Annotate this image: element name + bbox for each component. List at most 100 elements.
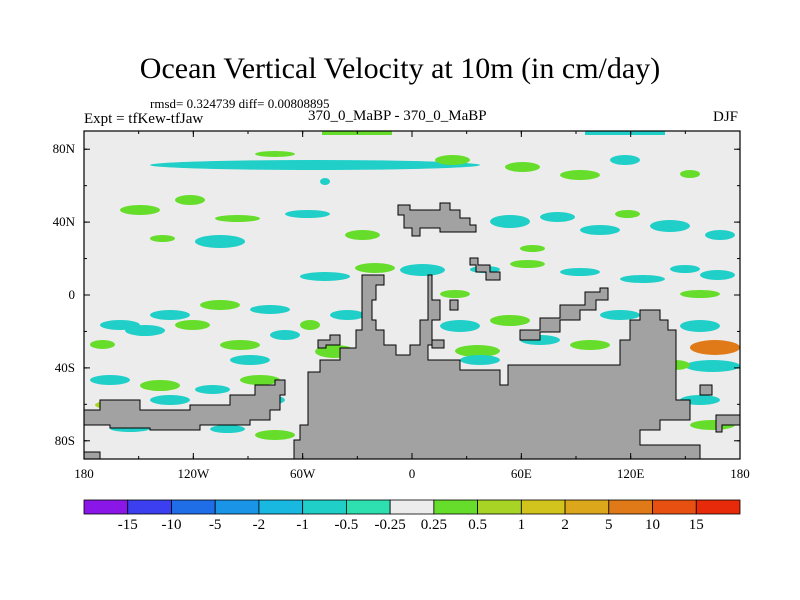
labelbar-label: -15 <box>117 517 138 533</box>
x-tick-label: 180 <box>730 466 750 481</box>
labelbar-box <box>695 499 741 515</box>
labelbar-box <box>345 499 391 515</box>
labelbar-label: 0.25 <box>420 517 447 533</box>
case-label: 370_0_MaBP - 370_0_MaBP <box>308 108 487 124</box>
anomaly-patch <box>435 155 470 165</box>
y-tick-label: 80S <box>54 432 75 448</box>
anomaly-patch <box>300 320 320 330</box>
land-mass <box>83 379 286 431</box>
anomaly-patch <box>680 170 700 178</box>
anomaly-patch <box>150 235 175 242</box>
season-label: DJF <box>712 109 738 125</box>
labelbar-label: -0.5 <box>334 517 359 533</box>
anomaly-patch <box>505 162 540 172</box>
anomaly-patch <box>175 320 210 330</box>
anomaly-patch <box>215 215 260 222</box>
anomaly-patch <box>250 305 290 314</box>
labelbar-label: 2 <box>561 517 569 533</box>
anomaly-patch <box>200 300 240 310</box>
anomaly-patch <box>460 355 500 365</box>
anomaly-patch <box>440 290 470 298</box>
anomaly-patch <box>680 290 720 298</box>
anomaly-patch <box>270 330 300 340</box>
anomaly-patch <box>345 230 380 240</box>
map-axes <box>83 130 741 460</box>
anomaly-patch <box>510 260 545 268</box>
labelbar-box <box>83 499 129 515</box>
anomaly-patch <box>195 235 245 248</box>
map-plot-area <box>83 131 741 460</box>
anomaly-patch <box>540 212 575 222</box>
labelbar-box <box>389 499 435 515</box>
anomaly-patch <box>320 178 330 185</box>
labelbar-box <box>652 499 697 515</box>
labelbar-box <box>302 499 347 515</box>
anomaly-patch <box>355 263 395 273</box>
labelbar-box <box>520 499 566 515</box>
anomaly-patch <box>600 310 640 320</box>
chart-title: Ocean Vertical Velocity at 10m (in cm/da… <box>139 52 661 85</box>
anomaly-patch <box>150 395 190 405</box>
land-mass <box>293 274 701 460</box>
x-tick-label: 60W <box>290 466 316 481</box>
land-mass <box>83 451 101 460</box>
land-mass <box>317 334 341 349</box>
anomaly-patch <box>680 320 720 332</box>
anomaly-patch <box>615 210 640 218</box>
land-mass <box>397 202 477 237</box>
x-tick-label: 0 <box>408 466 416 481</box>
anomaly-patch <box>330 310 365 320</box>
labelbar-label: 1 <box>517 517 526 533</box>
anomaly-patch <box>175 195 205 205</box>
anomaly-patch <box>670 265 700 273</box>
anomaly-patch <box>700 270 735 280</box>
labelbar-box <box>608 499 653 515</box>
anomaly-patch <box>285 210 330 218</box>
anomaly-patch <box>650 220 690 232</box>
anomaly-patch <box>585 131 665 135</box>
y-tick-label: 40N <box>52 214 75 230</box>
labelbar-box <box>258 499 304 515</box>
land-mass <box>699 384 713 396</box>
labelbar-label: 5 <box>605 517 613 533</box>
anomaly-patch <box>400 264 445 276</box>
labelbar-label: 15 <box>688 517 704 533</box>
labelbar-label: -0.25 <box>374 517 406 533</box>
labelbar-box <box>214 499 260 515</box>
y-tick-label: 80N <box>52 141 75 157</box>
anomaly-patch <box>685 360 740 372</box>
labelbar-label: 10 <box>645 517 661 533</box>
anomaly-patch <box>520 245 545 252</box>
anomaly-patch <box>240 375 280 385</box>
labelbar-label: -10 <box>161 517 182 533</box>
anomaly-patch <box>120 205 160 215</box>
anomaly-patch <box>300 272 350 281</box>
anomaly-patch <box>210 425 245 433</box>
anomaly-patch <box>150 160 480 170</box>
anomaly-patch <box>150 310 190 320</box>
labelbar-label: -5 <box>208 517 222 533</box>
land-mass <box>449 299 459 311</box>
anomaly-patch <box>570 340 610 350</box>
anomaly-patch <box>610 155 640 165</box>
stats-line: rmsd= 0.324739 diff= 0.00808895 <box>150 96 330 111</box>
x-tick-label: 180 <box>74 466 94 481</box>
experiment-label: Expt = tfKew-tfJaw <box>84 111 204 127</box>
anomaly-patch <box>90 340 115 349</box>
anomaly-patch <box>705 230 735 240</box>
anomaly-patch <box>490 315 530 326</box>
anomaly-patch <box>580 225 620 235</box>
anomaly-patch <box>90 375 130 385</box>
labelbar-box <box>433 499 479 515</box>
anomaly-patch <box>690 340 740 355</box>
anomaly-patch <box>220 340 260 350</box>
x-tick-label: 60E <box>510 466 532 481</box>
labelbar-label: -1 <box>296 517 309 533</box>
labelbar-label: 0.5 <box>468 517 487 533</box>
anomaly-patch <box>455 345 500 357</box>
land-mass <box>469 257 501 281</box>
anomaly-patch <box>560 268 600 276</box>
labelbar-box <box>171 499 216 515</box>
y-tick-label: 40S <box>54 359 75 375</box>
anomaly-patch <box>140 380 180 391</box>
